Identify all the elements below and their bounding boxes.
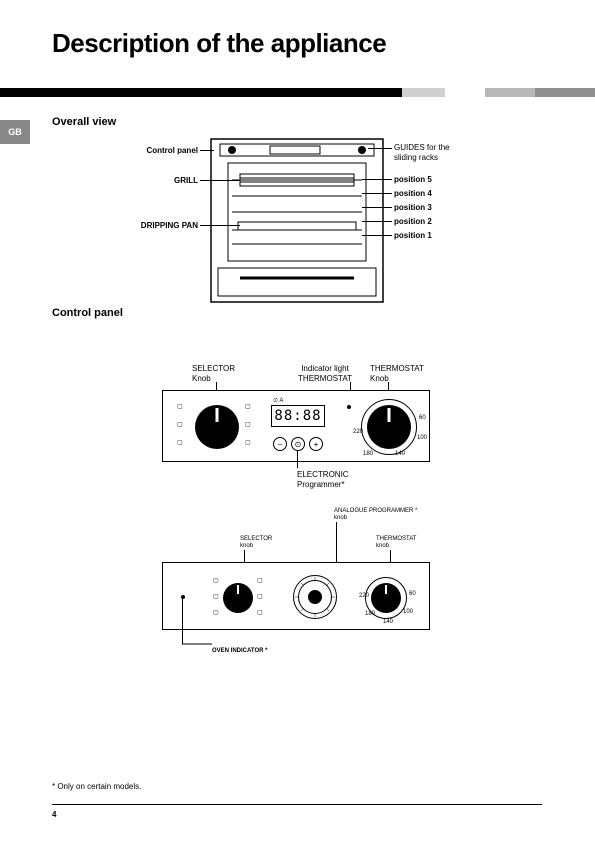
label-thermostat2: THERMOSTAT knob xyxy=(376,536,416,550)
leader-line xyxy=(362,207,392,208)
mode-icon: ▢ xyxy=(245,403,251,410)
plus-button[interactable]: + xyxy=(309,437,323,451)
mode-icon: ▢ xyxy=(177,421,183,428)
mode-icon: ▢ xyxy=(177,439,183,446)
label-pos3: position 3 xyxy=(394,203,432,213)
header-accent-bar xyxy=(0,88,595,97)
page-title: Description of the appliance xyxy=(52,28,386,59)
label-thermostat2-sub: knob xyxy=(376,543,389,549)
temp-mark: 60 xyxy=(419,415,426,421)
label-indicator: Indicator light THERMOSTAT xyxy=(290,364,360,383)
label-thermostat-sub: Knob xyxy=(370,374,389,383)
label-guides-bold: GUIDES xyxy=(394,143,425,152)
leader-line xyxy=(362,193,392,194)
temp-mark: 100 xyxy=(403,609,413,615)
label-dripping-pan: DRIPPING PAN xyxy=(128,221,198,231)
label-analogue-bold: ANALOGUE PROGRAMMER * xyxy=(334,508,417,514)
mode-icon: ▢ xyxy=(213,593,219,600)
label-thermostat2-bold: THERMOSTAT xyxy=(376,536,416,542)
leader-line xyxy=(297,450,298,468)
timer-ticks xyxy=(293,575,337,619)
thermostat-knob-2[interactable] xyxy=(371,583,401,613)
footnote: * Only on certain models. xyxy=(52,782,141,791)
oven-diagram xyxy=(210,138,384,303)
temp-mark: 100 xyxy=(417,435,427,441)
label-electronic-bold: ELECTRONIC xyxy=(297,470,349,479)
indicator-light-dot xyxy=(347,405,351,409)
temp-mark: 220 xyxy=(353,429,363,435)
label-selector-bold: SELECTOR xyxy=(192,364,235,373)
overall-view-heading: Overall view xyxy=(52,116,116,128)
leader-line xyxy=(200,180,240,181)
display-icon: ⊙ A xyxy=(273,397,283,404)
label-selector-sub: Knob xyxy=(192,374,211,383)
label-selector: SELECTOR Knob xyxy=(192,364,235,383)
label-pos1: position 1 xyxy=(394,231,432,241)
label-oven-indicator: OVEN INDICATOR * xyxy=(212,648,267,655)
leader-line xyxy=(200,150,214,151)
temp-mark: 220 xyxy=(359,593,369,599)
temp-mark: 140 xyxy=(395,451,405,457)
mode-icon: ▢ xyxy=(257,577,263,584)
label-guides: GUIDES for the sliding racks xyxy=(394,143,464,162)
label-indicator-bold: THERMOSTAT xyxy=(298,374,352,383)
temp-mark: 180 xyxy=(363,451,373,457)
mode-icon: ▢ xyxy=(257,593,263,600)
mode-icon: ▢ xyxy=(245,421,251,428)
leader-line xyxy=(362,179,392,180)
label-pos5: position 5 xyxy=(394,175,432,185)
label-thermostat-bold: THERMOSTAT xyxy=(370,364,424,373)
label-selector2-bold: SELECTOR xyxy=(240,536,272,542)
timer-display: 88:88 xyxy=(271,405,325,427)
selector-knob-2[interactable] xyxy=(223,583,253,613)
control-panel-2: ▢ ▢ ▢ ▢ ▢ ▢ 220 180 140 100 60 xyxy=(162,562,430,630)
leader-line xyxy=(200,225,240,226)
mode-button[interactable]: ⊙ xyxy=(291,437,305,451)
selector-knob[interactable] xyxy=(195,405,239,449)
language-tab: GB xyxy=(0,120,30,144)
mode-icon: ▢ xyxy=(245,439,251,446)
temp-mark: 140 xyxy=(383,619,393,625)
label-pos4: position 4 xyxy=(394,189,432,199)
mode-icon: ▢ xyxy=(213,609,219,616)
label-pos2: position 2 xyxy=(394,217,432,227)
label-selector2: SELECTOR knob xyxy=(240,536,272,550)
footer-rule xyxy=(52,804,542,805)
leader-elbow xyxy=(182,630,216,652)
label-electronic: ELECTRONIC Programmer* xyxy=(297,470,349,489)
mode-icon: ▢ xyxy=(213,577,219,584)
thermostat-knob[interactable] xyxy=(367,405,411,449)
label-control-panel: Control panel xyxy=(128,146,198,156)
label-selector2-sub: knob xyxy=(240,543,253,549)
label-electronic-sub: Programmer* xyxy=(297,480,345,489)
temp-mark: 180 xyxy=(365,611,375,617)
label-analogue: ANALOGUE PROGRAMMER * knob xyxy=(334,508,417,522)
leader-line xyxy=(368,148,392,149)
control-panel-1: ▢ ▢ ▢ ▢ ▢ ▢ 88:88 ⊙ A − ⊙ + 60 100 140 1… xyxy=(162,390,430,462)
minus-button[interactable]: − xyxy=(273,437,287,451)
leader-line xyxy=(362,221,392,222)
mode-icon: ▢ xyxy=(257,609,263,616)
mode-icon: ▢ xyxy=(177,403,183,410)
temp-mark: 60 xyxy=(409,591,416,597)
page-number: 4 xyxy=(52,810,56,819)
label-grill: GRILL xyxy=(128,176,198,186)
label-thermostat: THERMOSTAT Knob xyxy=(370,364,424,383)
label-indicator-light: Indicator light xyxy=(301,364,349,373)
label-analogue-sub: knob xyxy=(334,515,347,521)
leader-line xyxy=(362,235,392,236)
control-panel-heading: Control panel xyxy=(52,307,123,319)
